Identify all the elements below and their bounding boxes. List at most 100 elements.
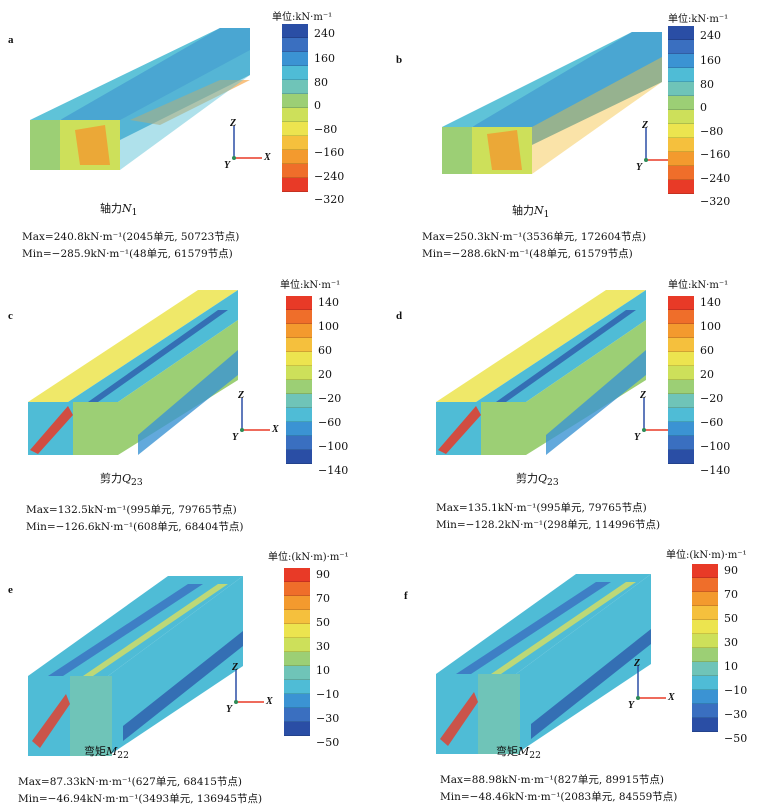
axis-triad: Z X Y <box>230 390 280 443</box>
colorbar-swatch <box>286 366 312 380</box>
axis-triad: Z X Y <box>222 118 272 171</box>
colorbar-swatch <box>668 296 694 310</box>
tick: −50 <box>316 736 340 749</box>
colorbar-unit: 单位:kN·m⁻¹ <box>668 280 729 291</box>
min-stat: Min=−46.94kN·m·m⁻¹(3493单元, 136945节点) <box>18 793 263 805</box>
colorbar-swatch <box>668 450 694 464</box>
axis-horizontal-label: X <box>272 424 279 435</box>
colorbar-swatch <box>668 394 694 408</box>
tick: 140 <box>700 296 721 309</box>
colorbar-swatch <box>668 124 694 138</box>
axis-y-label: Y <box>634 432 641 443</box>
panel-label: c <box>8 310 13 322</box>
colorbar-unit: 单位:kN·m⁻¹ <box>668 14 729 25</box>
colorbar-swatch <box>692 676 718 690</box>
colorbar <box>282 24 308 192</box>
colorbar-swatch <box>284 624 310 638</box>
caption: 轴力N1 <box>100 202 138 219</box>
max-stat: Max=88.98kN·m·m⁻¹(827单元, 89915节点) <box>440 774 664 786</box>
colorbar-swatch <box>692 690 718 704</box>
axis-z-label: Z <box>642 120 649 131</box>
tick: 30 <box>724 636 738 649</box>
colorbar-swatch <box>692 578 718 592</box>
tick: 60 <box>318 344 332 357</box>
max-stat: Max=250.3kN·m⁻¹(3536单元, 172604节点) <box>422 231 647 243</box>
panel-f: f Z X Y 单位:(kN·m)·m⁻¹ 90 70 50 30 10 −10… <box>382 540 764 810</box>
max-stat: Max=135.1kN·m⁻¹(995单元, 79765节点) <box>436 502 647 514</box>
panel-c: c Z X Y 单位:kN·m⁻¹ 140 100 60 20 −20 −60 … <box>0 270 382 540</box>
tick: 80 <box>700 78 714 91</box>
colorbar-swatch <box>668 436 694 450</box>
min-stat: Min=−288.6kN·m⁻¹(48单元, 61579节点) <box>422 248 633 260</box>
axis-y-label: Y <box>232 432 239 443</box>
tick: −160 <box>700 148 731 161</box>
tick: 100 <box>700 320 721 333</box>
tick: −20 <box>700 392 724 405</box>
colorbar-swatch <box>284 680 310 694</box>
panel-a: a Z X Y 单位:kN·m⁻¹ 240 160 80 0 −80 −160 … <box>0 0 382 270</box>
colorbar <box>286 296 312 464</box>
colorbar-swatch <box>284 652 310 666</box>
panel-label: b <box>396 54 403 66</box>
colorbar-swatch <box>668 96 694 110</box>
colorbar-unit: 单位:kN·m⁻¹ <box>272 12 333 23</box>
tick: 240 <box>700 29 721 42</box>
colorbar-swatch <box>282 178 308 192</box>
colorbar-swatch <box>282 108 308 122</box>
tick: 140 <box>318 296 339 309</box>
colorbar-swatch <box>282 136 308 150</box>
tick: −80 <box>314 123 338 136</box>
colorbar <box>692 564 718 732</box>
colorbar-unit: 单位:kN·m⁻¹ <box>280 280 341 291</box>
colorbar-swatch <box>286 450 312 464</box>
colorbar-swatch <box>286 422 312 436</box>
colorbar-swatch <box>286 338 312 352</box>
axis-z-label: Z <box>238 390 245 401</box>
colorbar-swatch <box>668 54 694 68</box>
tick: 30 <box>316 640 330 653</box>
tick: −20 <box>318 392 342 405</box>
tick: 160 <box>700 54 721 67</box>
axis-horizontal-label: X <box>266 696 273 707</box>
tick: −60 <box>700 416 724 429</box>
tick: −30 <box>724 708 748 721</box>
tick: 90 <box>724 564 738 577</box>
colorbar-swatch <box>668 166 694 180</box>
colorbar-swatch <box>284 582 310 596</box>
colorbar-swatch <box>668 68 694 82</box>
colorbar-swatch <box>668 152 694 166</box>
contour-plot-d <box>436 290 646 455</box>
colorbar-swatch <box>282 24 308 38</box>
colorbar-swatch <box>284 610 310 624</box>
tick: 70 <box>316 592 330 605</box>
colorbar-swatch <box>668 366 694 380</box>
axis-z-label: Z <box>230 118 237 129</box>
tick: 10 <box>316 664 330 677</box>
colorbar-swatch <box>282 94 308 108</box>
colorbar-swatch <box>692 634 718 648</box>
axis-triad: Z X Y <box>224 662 274 715</box>
panel-b: b Z Z Y 单位:kN·m⁻¹ 240 160 80 0 −80 −160 … <box>382 0 764 270</box>
colorbar-swatch <box>692 620 718 634</box>
tick: −80 <box>700 125 724 138</box>
colorbar-swatch <box>282 66 308 80</box>
caption: 轴力N1 <box>512 204 550 221</box>
colorbar-swatch <box>284 638 310 652</box>
colorbar-swatch <box>282 164 308 178</box>
min-stat: Min=−48.46kN·m·m⁻¹(2083单元, 84559节点) <box>440 791 678 803</box>
colorbar-swatch <box>284 596 310 610</box>
tick: −140 <box>700 464 731 477</box>
caption: 弯矩M22 <box>84 745 129 762</box>
colorbar-swatch <box>284 694 310 708</box>
max-stat: Max=87.33kN·m·m⁻¹(627单元, 68415节点) <box>18 776 242 788</box>
tick: 20 <box>700 368 714 381</box>
min-stat: Min=−285.9kN·m⁻¹(48单元, 61579节点) <box>22 248 233 260</box>
colorbar-swatch <box>692 662 718 676</box>
colorbar-swatch <box>692 648 718 662</box>
panel-label: f <box>404 590 408 602</box>
panel-e: e Z X Y 单位:(kN·m)·m⁻¹ 90 70 50 30 10 −10… <box>0 540 382 810</box>
colorbar-swatch <box>668 138 694 152</box>
max-stat: Max=240.8kN·m⁻¹(2045单元, 50723节点) <box>22 231 240 243</box>
colorbar-swatch <box>282 38 308 52</box>
colorbar-swatch <box>286 394 312 408</box>
